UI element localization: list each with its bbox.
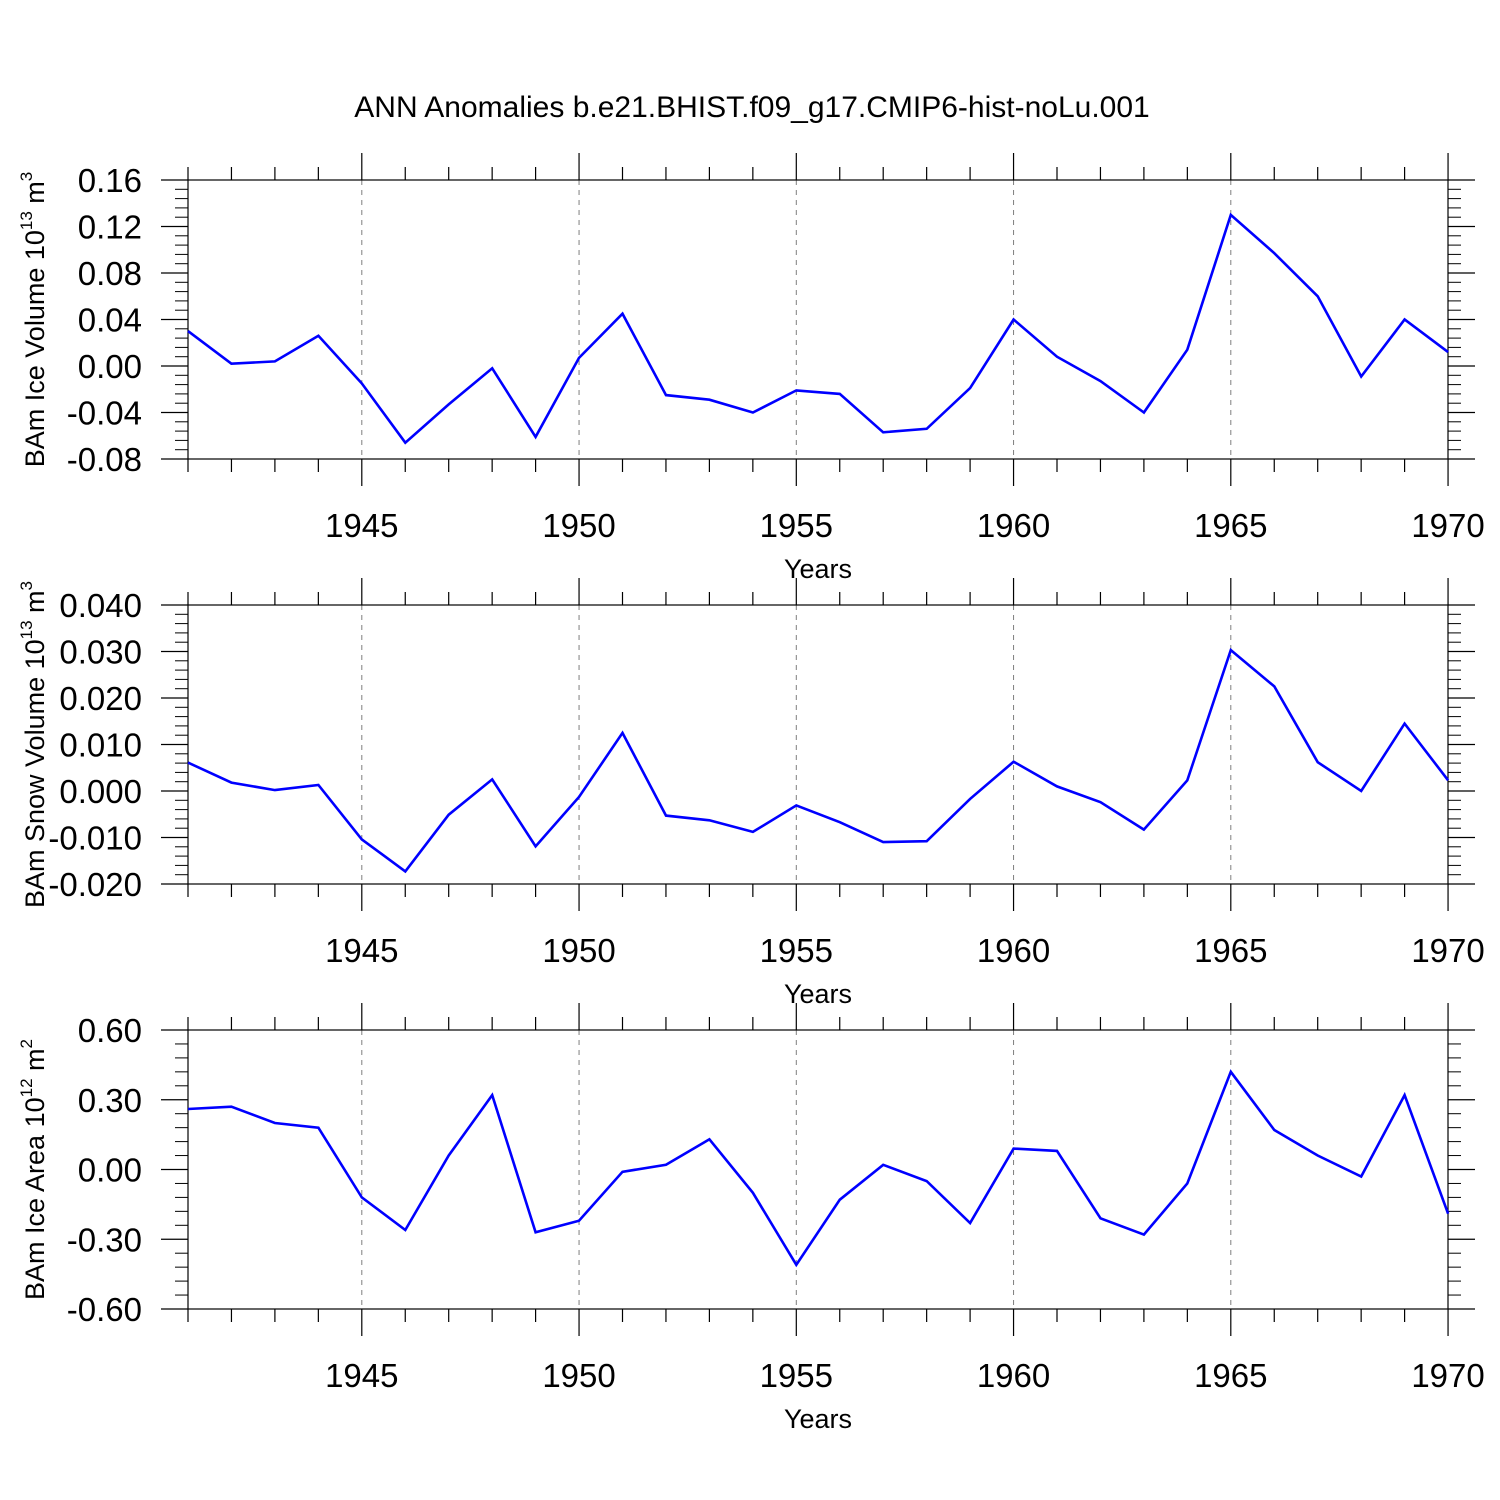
y-axis-label-sup: 3	[17, 581, 36, 590]
y-tick-label: 0.30	[78, 1082, 142, 1119]
x-tick-label: 1970	[1411, 932, 1484, 969]
series-line	[187, 212, 1449, 445]
plot-frame	[187, 1029, 1449, 1310]
y-axis-label-part: m	[20, 181, 50, 211]
x-tick-label: 1965	[1194, 932, 1267, 969]
y-tick-label: 0.00	[78, 1152, 142, 1189]
x-tick-label: 1945	[325, 507, 398, 544]
y-tick-label: -0.08	[67, 441, 142, 478]
y-tick-label: 0.08	[78, 255, 142, 292]
y-axis-label: BAm Snow Volume 1013 m3	[17, 581, 50, 908]
y-axis-label-part: m	[20, 1048, 50, 1078]
x-tick-label: 1950	[542, 932, 615, 969]
y-axis-label-sup: 2	[17, 1039, 36, 1048]
x-axis-label: Years	[784, 1404, 852, 1434]
y-axis-label-part: BAm Snow Volume 10	[20, 639, 50, 908]
y-tick-label: 0.020	[59, 680, 142, 717]
y-tick-label: -0.30	[67, 1221, 142, 1258]
y-tick-label: 0.12	[78, 209, 142, 246]
y-axis-label-part: BAm Ice Volume 10	[20, 230, 50, 467]
x-tick-label: 1965	[1194, 1357, 1267, 1394]
x-tick-label: 1955	[760, 1357, 833, 1394]
y-axis-label-part: BAm Ice Area 10	[20, 1097, 50, 1300]
series-line	[187, 647, 1450, 874]
y-tick-label: 0.04	[78, 302, 142, 339]
x-tick-label: 1970	[1411, 507, 1484, 544]
panel-3: -0.60 -0.30 0.00 0.30 0.60 1945 1950 1955 1960 19…	[17, 1003, 1485, 1434]
y-axis-label-sup: 3	[17, 172, 36, 181]
y-tick-label: -0.60	[67, 1291, 142, 1328]
panels: -0.08 -0.04 0.00 0.04 0.08 0.12 0.16 1945 1950 19…	[17, 153, 1485, 1434]
y-tick-label: 0.60	[78, 1012, 142, 1049]
x-tick-label: 1960	[977, 507, 1050, 544]
x-tick-label: 1965	[1194, 507, 1267, 544]
y-tick-label: 0.00	[78, 348, 142, 385]
y-axis-label-part: m	[20, 590, 50, 620]
x-tick-label: 1945	[325, 1357, 398, 1394]
y-tick-label: 0.040	[59, 587, 142, 624]
y-axis-label: BAm Ice Volume 1013 m3	[17, 172, 50, 468]
y-axis-label-sup: 13	[17, 211, 36, 230]
y-axis-label-sup: 12	[17, 1078, 36, 1097]
x-tick-label: 1950	[542, 1357, 615, 1394]
y-tick-label: -0.020	[48, 866, 142, 903]
x-axis-label: Years	[784, 554, 852, 584]
y-axis-label: BAm Ice Area 1012 m2	[17, 1039, 50, 1300]
x-tick-label: 1960	[977, 932, 1050, 969]
x-tick-label: 1945	[325, 932, 398, 969]
panel-1: -0.08 -0.04 0.00 0.04 0.08 0.12 0.16 1945 1950 19…	[17, 153, 1485, 584]
y-tick-label: 0.000	[59, 773, 142, 810]
series-line	[187, 1069, 1450, 1268]
y-axis-label-sup: 13	[17, 620, 36, 639]
plot-frame	[187, 179, 1449, 460]
x-tick-label: 1970	[1411, 1357, 1484, 1394]
y-tick-label: 0.010	[59, 727, 142, 764]
x-tick-label: 1955	[760, 507, 833, 544]
x-tick-label: 1960	[977, 1357, 1050, 1394]
panel-2: -0.020 -0.010 0.000 0.010 0.020 0.030 0.040 194…	[17, 578, 1485, 1009]
x-axis-label: Years	[784, 979, 852, 1009]
y-tick-label: -0.04	[67, 395, 142, 432]
y-tick-label: -0.010	[48, 820, 142, 857]
plot-frame	[187, 604, 1449, 885]
x-tick-label: 1955	[760, 932, 833, 969]
y-tick-label: 0.16	[78, 162, 142, 199]
y-tick-label: 0.030	[59, 634, 142, 671]
chart-title: ANN Anomalies b.e21.BHIST.f09_g17.CMIP6-…	[354, 91, 1149, 124]
x-tick-label: 1950	[542, 507, 615, 544]
